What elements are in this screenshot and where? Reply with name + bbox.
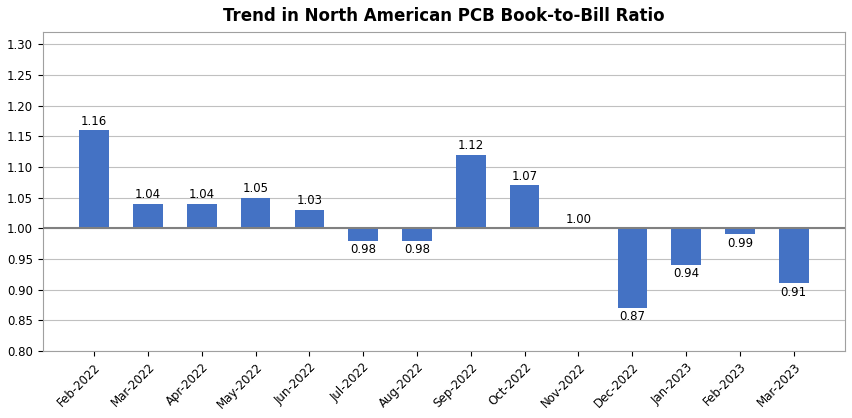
Text: 1.12: 1.12 — [458, 139, 484, 152]
Bar — [348, 228, 378, 240]
Bar — [618, 228, 648, 308]
Bar — [456, 155, 486, 228]
Title: Trend in North American PCB Book-to-Bill Ratio: Trend in North American PCB Book-to-Bill… — [223, 7, 665, 25]
Bar — [671, 228, 701, 265]
Text: 0.99: 0.99 — [727, 237, 753, 250]
Bar — [187, 204, 216, 228]
Bar — [779, 228, 809, 283]
Text: 1.00: 1.00 — [566, 213, 591, 226]
Text: 1.05: 1.05 — [243, 182, 268, 195]
Text: 1.04: 1.04 — [188, 188, 215, 201]
Text: 0.91: 0.91 — [780, 286, 807, 299]
Text: 1.16: 1.16 — [81, 115, 107, 127]
Bar — [241, 198, 270, 228]
Bar — [295, 210, 324, 228]
Text: 1.07: 1.07 — [511, 170, 538, 183]
Bar — [79, 130, 109, 228]
Text: 0.98: 0.98 — [404, 243, 430, 256]
Text: 0.87: 0.87 — [619, 311, 645, 324]
Text: 0.94: 0.94 — [673, 268, 699, 280]
Bar — [725, 228, 755, 234]
Text: 1.04: 1.04 — [135, 188, 161, 201]
Bar — [509, 185, 539, 228]
Text: 0.98: 0.98 — [350, 243, 377, 256]
Text: 1.03: 1.03 — [296, 194, 322, 207]
Bar — [133, 204, 163, 228]
Bar — [402, 228, 432, 240]
